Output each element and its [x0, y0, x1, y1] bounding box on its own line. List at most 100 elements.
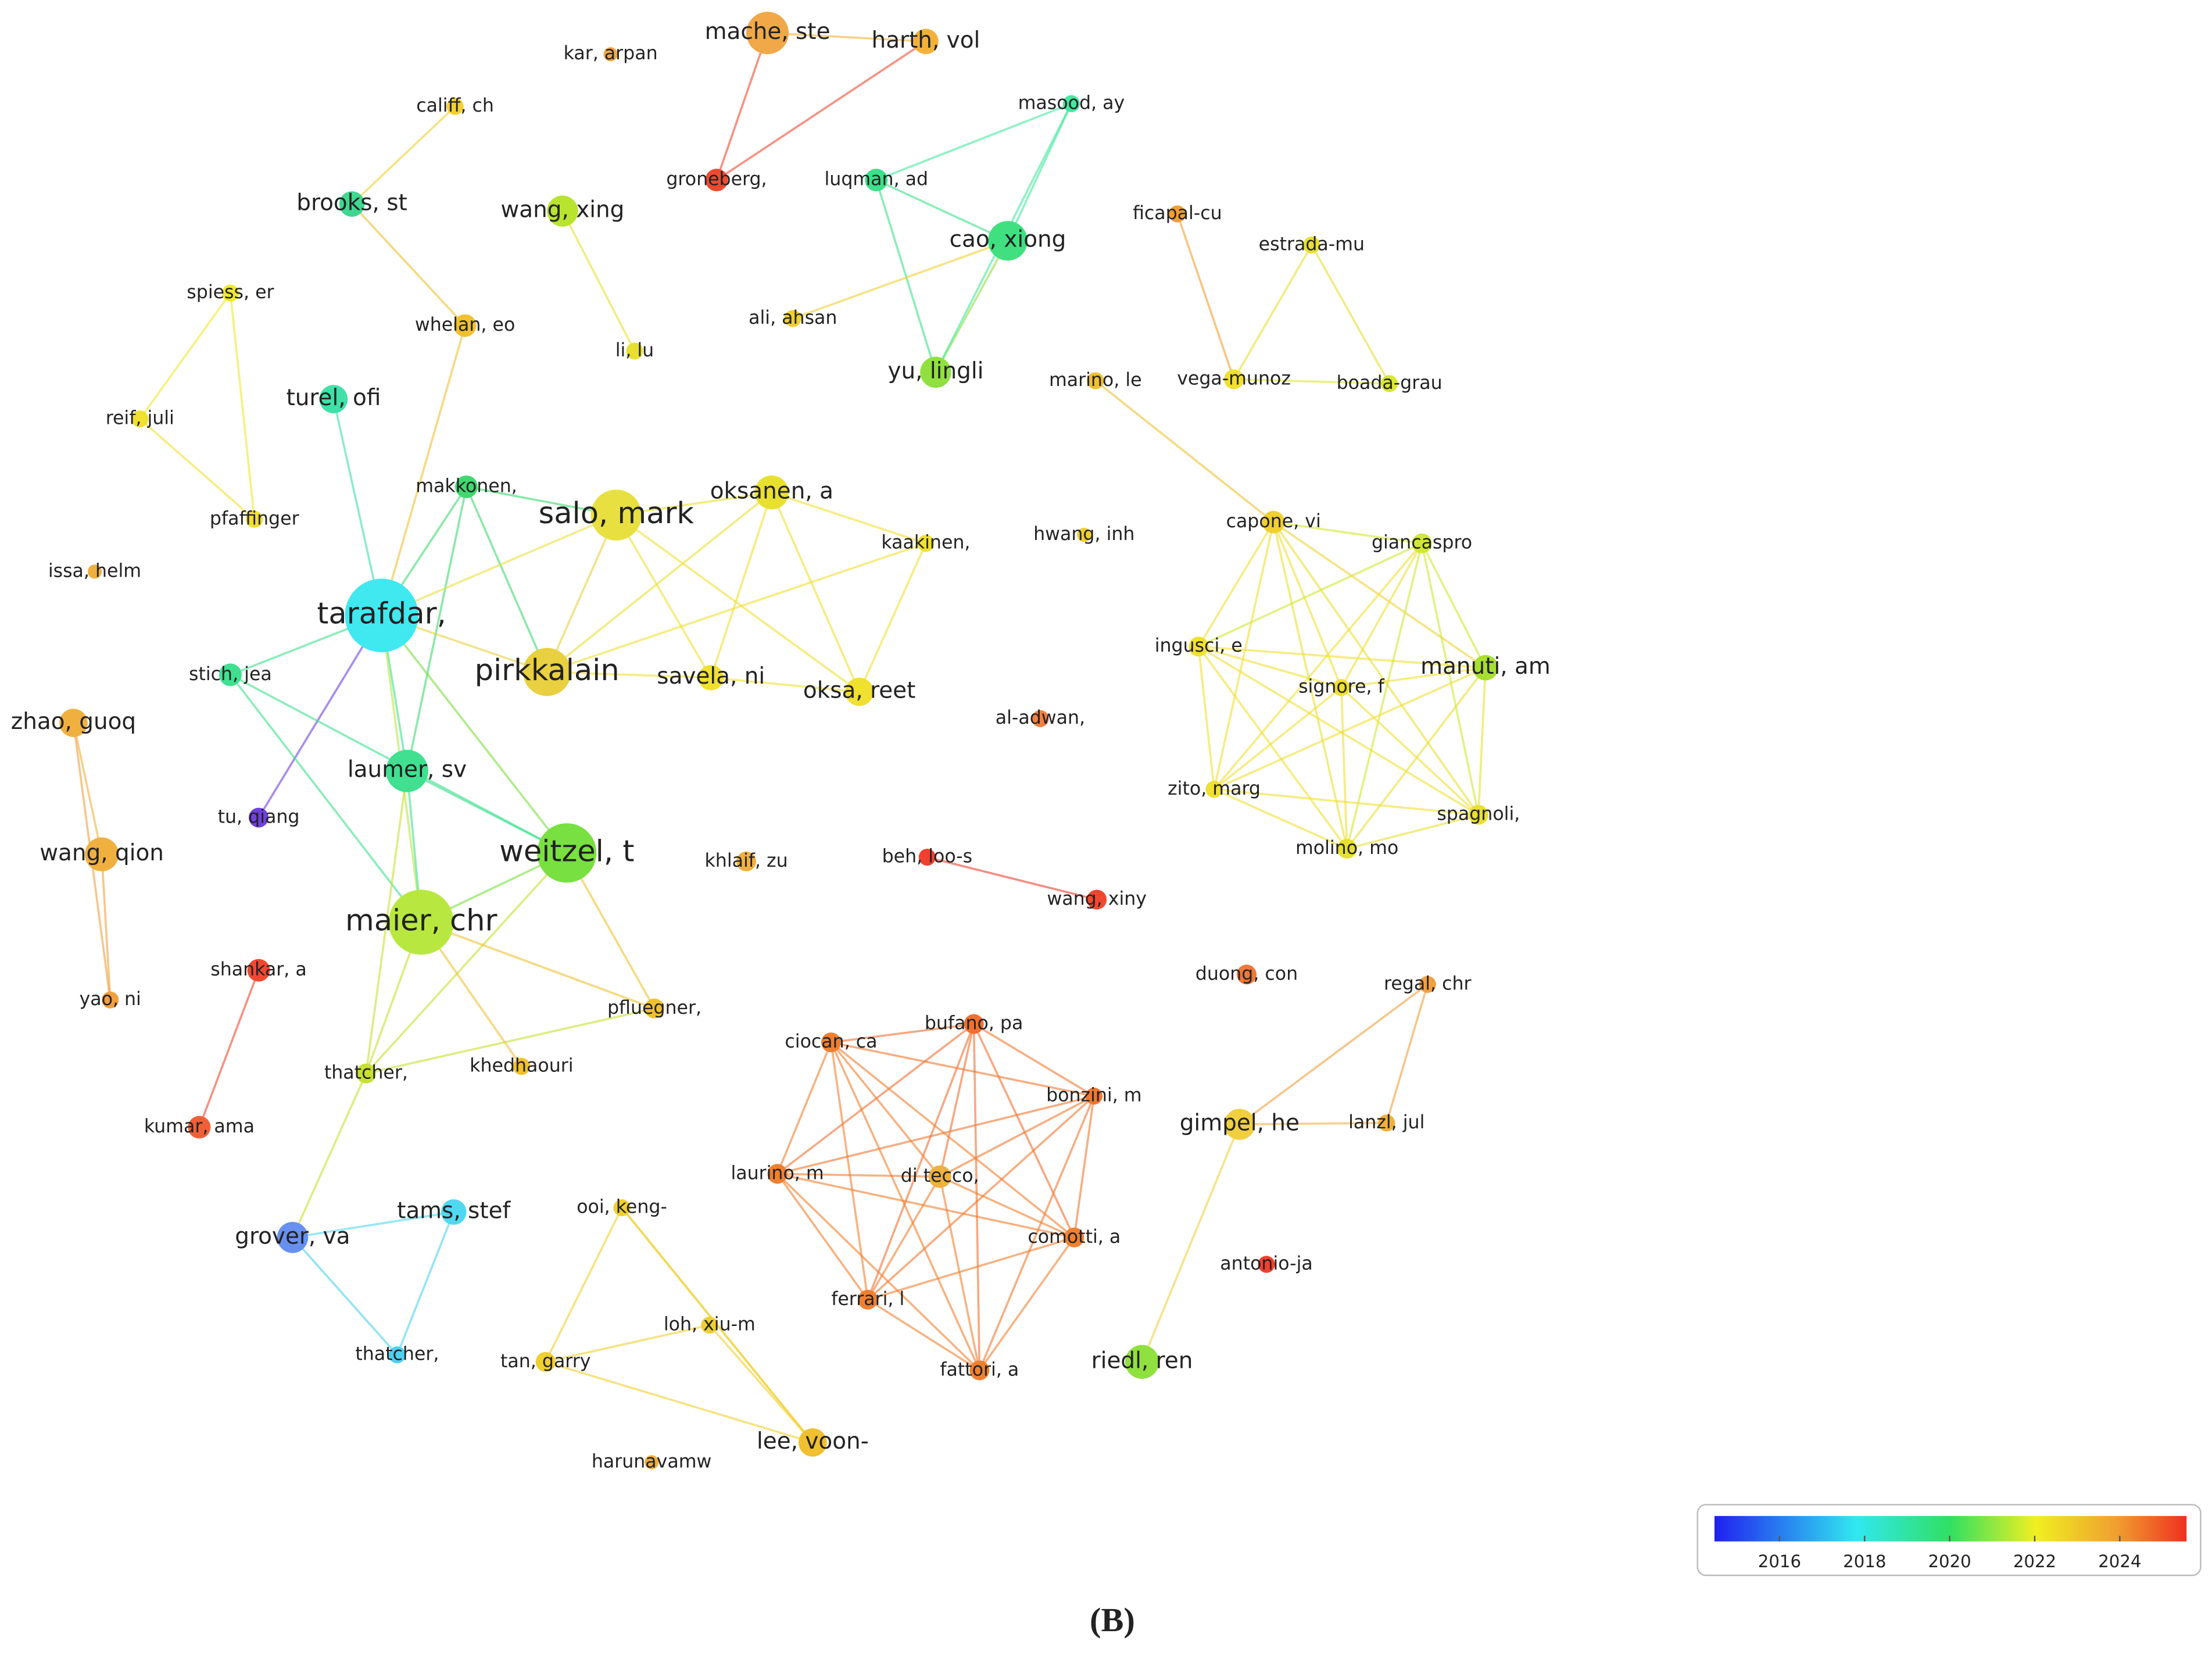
node-label: stich, jea [189, 664, 272, 685]
edge [365, 852, 568, 1074]
node [1303, 236, 1320, 254]
edge [867, 1095, 1095, 1301]
node [356, 1063, 376, 1084]
node [746, 12, 789, 55]
node [247, 959, 270, 982]
node-label: grover, va [235, 1223, 350, 1249]
node-label: ferrari, l [831, 1289, 904, 1310]
node-label: ooi, keng- [577, 1197, 667, 1218]
node-label: luqman, ad [825, 169, 929, 190]
edge [708, 1324, 814, 1443]
node [131, 410, 149, 428]
edge [365, 770, 409, 1074]
edge [1234, 378, 1390, 385]
edge [711, 676, 860, 693]
node-label: vega-munoz [1177, 369, 1291, 389]
edge [292, 1236, 398, 1356]
node-label: reif, juli [106, 408, 174, 429]
colorbar-tick-label: 2018 [1843, 1552, 1886, 1571]
edge [776, 1173, 980, 1371]
edge [1198, 645, 1479, 816]
edge [1420, 542, 1487, 669]
node-label: brooks, st [296, 190, 407, 216]
node-label: di tecco, [901, 1166, 979, 1186]
node [277, 1222, 309, 1253]
node [754, 475, 789, 510]
edge [710, 492, 773, 678]
node [969, 1360, 990, 1381]
edge [830, 1041, 1075, 1239]
edge [616, 491, 772, 516]
node-label: khlaif, zu [705, 850, 788, 871]
caption: (B) [1090, 1601, 1135, 1639]
edge [1197, 646, 1348, 850]
edge [1213, 542, 1423, 791]
node [701, 1316, 718, 1334]
node [1032, 710, 1049, 727]
node-label: fattori, a [940, 1359, 1019, 1380]
edge [546, 491, 772, 673]
edge [547, 671, 711, 679]
node-label: bufano, pa [925, 1013, 1023, 1034]
node [537, 823, 597, 883]
colorbar-ticks: 2016 2018 2020 2022 2024 [1758, 1535, 2141, 1571]
node-label: harth, vol [872, 27, 980, 53]
node [319, 385, 348, 413]
node-label: riedl, ren [1091, 1347, 1193, 1374]
edge [615, 514, 860, 693]
node [1125, 1345, 1159, 1379]
edge [1311, 244, 1391, 384]
node-label: groneberg, [666, 169, 767, 190]
edge [973, 1023, 1095, 1098]
node [1419, 975, 1436, 993]
node-label: masood, ay [1018, 92, 1125, 113]
node [388, 1346, 406, 1364]
edge [1198, 645, 1486, 669]
node-label: issa, helm [48, 560, 141, 581]
edge [198, 970, 260, 1128]
edge [381, 614, 568, 854]
node [858, 1289, 878, 1310]
node-label: pfluegner, [607, 998, 701, 1018]
colorbar-tick-label: 2022 [2013, 1552, 2056, 1571]
edge [406, 487, 468, 771]
node [188, 1116, 211, 1139]
edge [565, 852, 656, 1009]
node [1473, 655, 1498, 681]
edge [1198, 542, 1423, 648]
edge [1340, 542, 1423, 688]
node-label: lanzl, jul [1348, 1112, 1424, 1133]
node-label: duong, con [1196, 963, 1298, 984]
edge [1094, 380, 1275, 523]
node-label: weitzel, t [499, 834, 634, 868]
colorbar-tick-label: 2020 [1928, 1552, 1971, 1571]
node-label: salo, mark [539, 496, 695, 531]
edge [1272, 521, 1343, 688]
edge [830, 1042, 981, 1371]
edge [867, 1236, 1075, 1301]
node [219, 663, 242, 687]
node-label: tams, stef [397, 1198, 511, 1224]
node-label: maier, chr [345, 903, 497, 938]
node [446, 98, 464, 115]
node-label: capone, vi [1226, 511, 1321, 532]
node [1378, 1114, 1395, 1132]
node-label: laumer, sv [348, 757, 467, 783]
node-label: hwang, inh [1033, 524, 1134, 545]
edge [332, 399, 383, 616]
edge [257, 614, 383, 818]
node-label: zito, marg [1168, 778, 1261, 799]
node [385, 749, 428, 792]
edge [139, 292, 231, 420]
edge [1239, 1121, 1387, 1126]
node-label: estrada-mu [1259, 234, 1365, 255]
edge [366, 1007, 655, 1075]
node [987, 221, 1028, 261]
edge [1213, 687, 1343, 791]
edge [777, 1173, 940, 1178]
node [1169, 205, 1186, 223]
nodes [59, 12, 1498, 1470]
node [339, 191, 365, 217]
edge [1214, 788, 1479, 816]
node [246, 510, 263, 528]
